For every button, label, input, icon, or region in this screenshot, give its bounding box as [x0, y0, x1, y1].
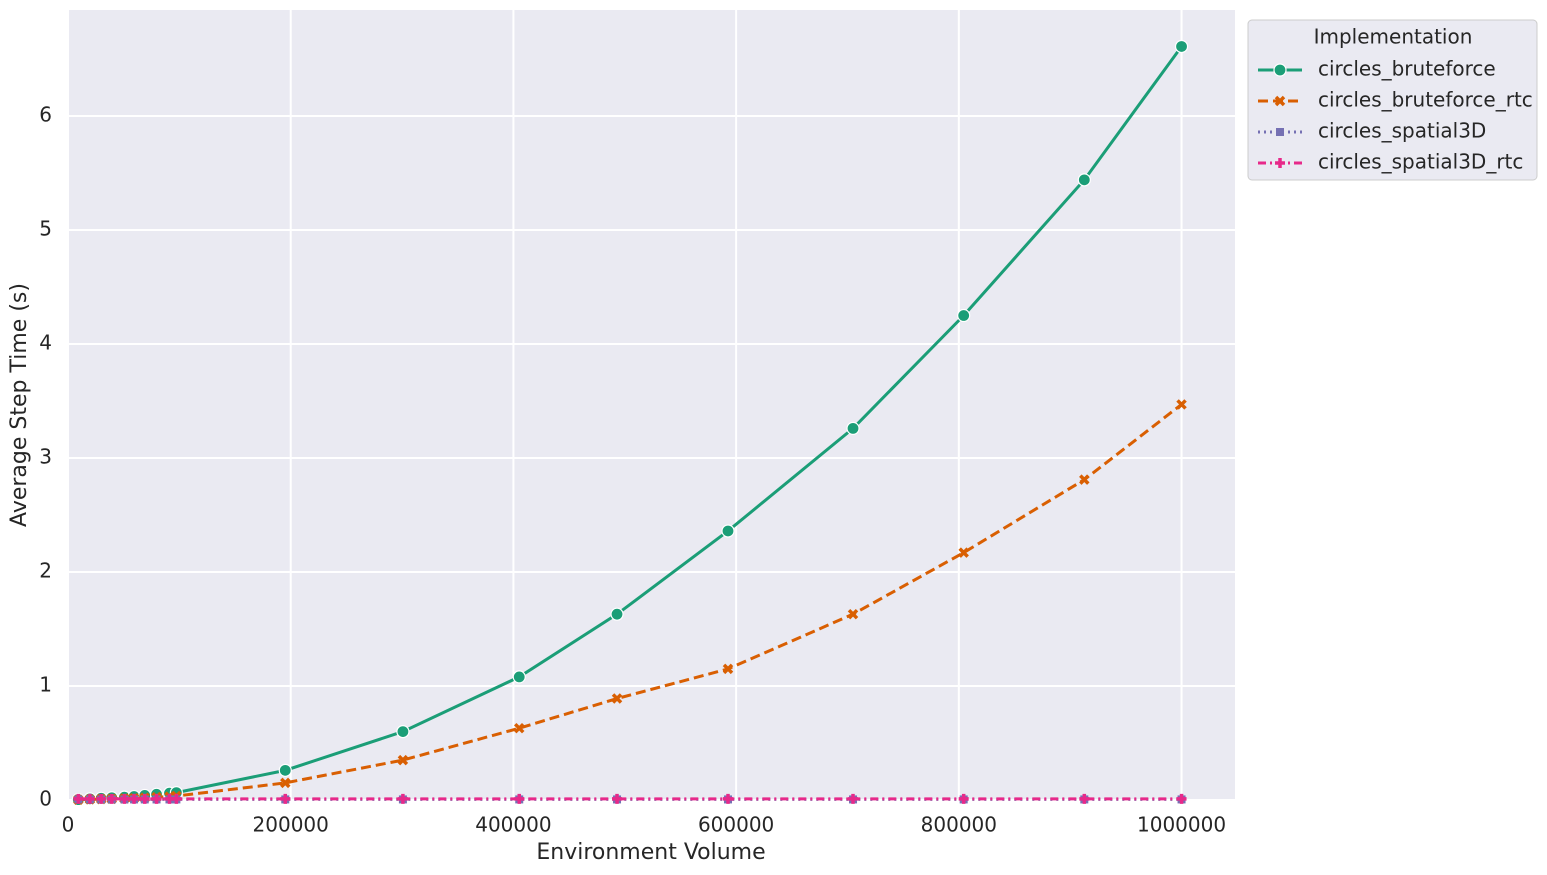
- point: [1174, 39, 1189, 54]
- point: [513, 722, 525, 734]
- legend-label: circles_spatial3D_rtc: [1318, 150, 1523, 174]
- lines: [71, 39, 1189, 807]
- x-tick-label: 400000: [475, 813, 551, 837]
- point: [139, 793, 150, 804]
- point: [611, 693, 623, 704]
- y-tick-label: 4: [39, 331, 52, 355]
- point: [722, 663, 734, 675]
- point: [612, 793, 623, 804]
- point: [848, 793, 859, 804]
- x-tick-label: 600000: [698, 813, 774, 837]
- point: [129, 793, 140, 804]
- legend-title: Implementation: [1314, 25, 1473, 49]
- point: [610, 607, 624, 621]
- point: [397, 754, 409, 766]
- point: [151, 793, 162, 804]
- point: [280, 777, 291, 789]
- point: [397, 793, 408, 804]
- point: [1079, 474, 1090, 485]
- plot-area: [68, 10, 1235, 800]
- legend-label: circles_bruteforce_rtc: [1318, 88, 1533, 112]
- x-tick-label: 1000000: [1137, 813, 1226, 837]
- y-tick-label: 0: [39, 787, 52, 811]
- point: [1176, 793, 1187, 804]
- point: [958, 547, 969, 558]
- point: [721, 524, 735, 538]
- point: [278, 763, 292, 777]
- y-axis-label: Average Step Time (s): [7, 283, 32, 527]
- point: [84, 793, 95, 804]
- point: [280, 793, 291, 804]
- point: [396, 725, 410, 739]
- point: [514, 793, 525, 804]
- point: [846, 421, 860, 435]
- y-tick-label: 3: [39, 445, 52, 469]
- point: [171, 793, 182, 804]
- point: [96, 793, 107, 804]
- point: [512, 670, 526, 684]
- point: [958, 793, 969, 804]
- y-tick-label: 2: [39, 559, 52, 583]
- point: [119, 793, 130, 804]
- point: [1077, 173, 1091, 187]
- legend-label: circles_bruteforce: [1318, 57, 1496, 81]
- legend-marker: [1275, 158, 1285, 168]
- x-axis-label: Environment Volume: [536, 840, 765, 865]
- point: [957, 308, 971, 323]
- series: [73, 793, 1187, 804]
- point: [106, 793, 117, 804]
- legend-marker: [1276, 128, 1284, 136]
- point: [723, 793, 734, 804]
- x-tick-label: 800000: [921, 813, 997, 837]
- y-tick-label: 6: [39, 103, 52, 127]
- legend-marker: [1273, 63, 1287, 77]
- point: [73, 793, 84, 804]
- x-tick-label: 200000: [253, 813, 329, 837]
- legend-marker: [1274, 95, 1286, 107]
- point: [1176, 399, 1187, 410]
- y-tick-label: 1: [39, 673, 52, 697]
- x-tick-label: 0: [62, 813, 75, 837]
- legend-box: [1247, 19, 1538, 181]
- point: [1079, 793, 1090, 804]
- y-tick-label: 5: [39, 217, 52, 241]
- legend-label: circles_spatial3D: [1318, 119, 1486, 143]
- point: [847, 608, 859, 620]
